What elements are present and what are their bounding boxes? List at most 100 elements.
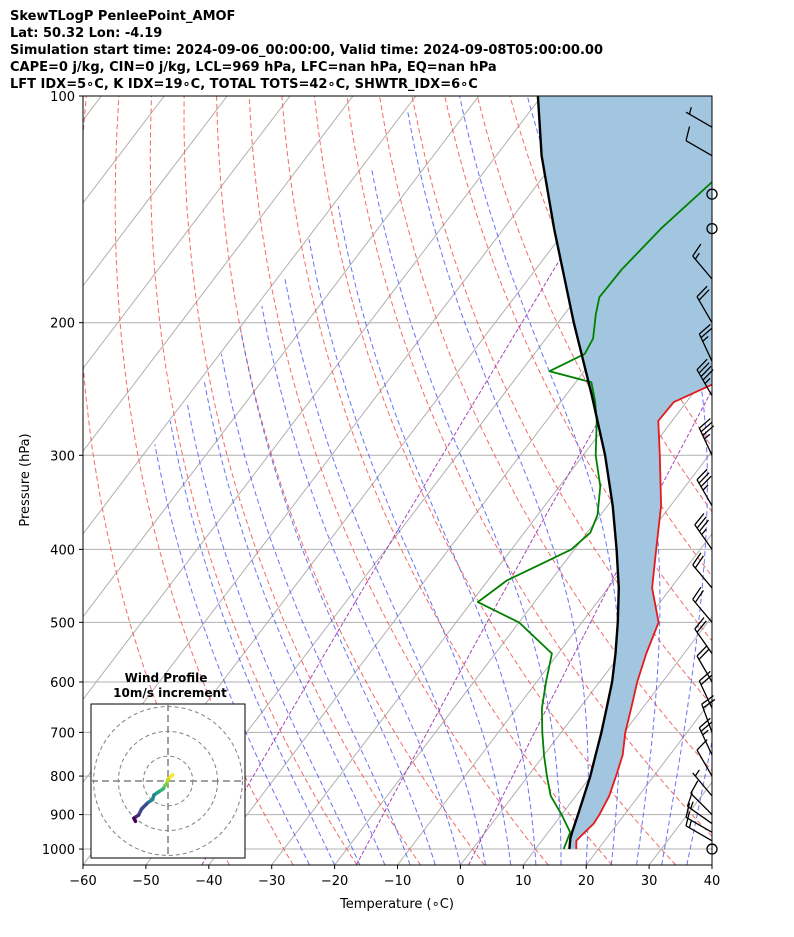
wind-barb-feather [702,425,715,436]
wind-barb-feather [700,475,712,488]
x-tick-label: 10 [515,874,532,889]
wind-barb-half-feather [688,820,692,828]
wind-barb-feather [685,126,691,141]
wind-barb-feather [700,365,712,378]
wind-barb-calm [706,188,718,200]
isotherm-line [83,96,417,535]
isotherm-line [83,96,354,453]
wind-barb [692,598,713,623]
wind-barb-feather [696,516,707,529]
dry-adiabat [149,96,358,865]
dry-adiabat [248,96,549,865]
wind-barb-feather [696,468,708,481]
y-tick-label: 600 [50,676,75,691]
wind-barb-feather [700,721,713,732]
wind-barb [694,524,713,550]
y-tick-label: 100 [50,90,75,105]
x-tick-label: −40 [195,874,222,889]
wind-barb-half-feather [688,106,692,115]
wind-barb [687,805,713,825]
parcel-line [536,96,620,850]
wind-barb-feather [698,717,711,729]
wind-barb-feather [692,552,702,566]
wind-barb [698,680,713,709]
wind-barbs [685,106,718,855]
moist-adiabat [711,862,712,865]
moist-adiabat [308,239,512,865]
wind-barb [685,140,713,157]
dewpoint-line [476,180,712,850]
wind-barb [698,333,713,362]
wind-barb [685,816,713,833]
wind-barb [701,703,713,733]
x-tick-label: −20 [321,874,348,889]
dry-adiabat [738,96,794,865]
y-tick-label: 1000 [42,843,75,858]
wind-barb-feather [700,327,713,339]
hodograph-inset: Wind Profile 10m/s increment [90,671,246,859]
isotherm-line [83,96,480,618]
moist-adiabat [240,330,436,865]
wind-barb [685,111,713,128]
moist-adiabat [284,278,487,865]
dry-adiabat [313,96,677,865]
wind-barb-feather [692,586,702,600]
y-tick-label: 400 [50,543,75,558]
wind-barb [696,479,713,507]
x-tick-label: 40 [704,874,721,889]
moist-adiabat [169,420,336,865]
wind-barb-feather [696,285,708,298]
wind-barb-feather [698,519,710,532]
wind-barb-half-feather [704,377,711,384]
isotherm-line [83,96,543,701]
x-tick-label: −60 [69,874,96,889]
moist-adiabat [337,205,537,865]
moist-adiabat [459,96,622,865]
temperature-line [575,383,712,849]
y-tick-label: 200 [50,317,75,332]
x-tick-label: 0 [456,874,464,889]
wind-barb-half-feather [690,801,694,809]
wind-barb-feather [702,698,716,709]
wind-barb [694,628,713,654]
moist-adiabat [220,353,411,865]
isotherm-line [460,533,712,865]
station-title: SkewTLogP PenleePoint_AMOF [10,9,236,24]
dry-adiabat [541,96,712,449]
x-tick-label: 20 [578,874,595,889]
wind-barb-half-feather [694,252,700,260]
isotherm-line [397,450,712,865]
y-tick-label: 700 [50,726,75,741]
inset-title: Wind Profile [125,671,208,685]
wind-barb-feather [698,362,710,374]
wind-barb-feather [698,418,711,429]
y-axis-label: Pressure (hPa) [18,433,33,526]
wind-barb [685,825,713,842]
wind-barb-half-feather [702,729,709,736]
isotherm-line [711,864,712,865]
y-tick-label: 800 [50,770,75,785]
x-axis-label: Temperature (∘C) [339,897,454,912]
wind-barb-feather [696,620,707,633]
dry-adiabat [216,96,485,865]
wind-barb [696,655,713,683]
stability-indices: LFT IDX=5∘C, K IDX=19∘C, TOTAL TOTS=42∘C… [10,77,478,92]
isotherm-line [83,96,228,287]
moist-adiabat [186,402,361,865]
simulation-times: Simulation start time: 2024-09-06_00:00:… [10,43,603,58]
wind-barb-feather [685,802,691,818]
inset-subtitle: 10m/s increment [113,686,227,700]
wind-barb [696,369,713,396]
isotherm-line [83,96,102,121]
y-tick-label: 300 [50,449,75,464]
wind-barb-feather [698,323,711,335]
wind-barb-feather [698,289,710,301]
wind-barb [698,427,713,456]
moist-adiabat [407,111,589,865]
wind-barb-feather [694,617,705,630]
wind-barb-calm [706,843,718,855]
wind-barb-half-feather [702,484,709,491]
lat-lon: Lat: 50.32 Lon: -4.19 [10,26,163,41]
wind-barb-half-feather [703,433,711,440]
